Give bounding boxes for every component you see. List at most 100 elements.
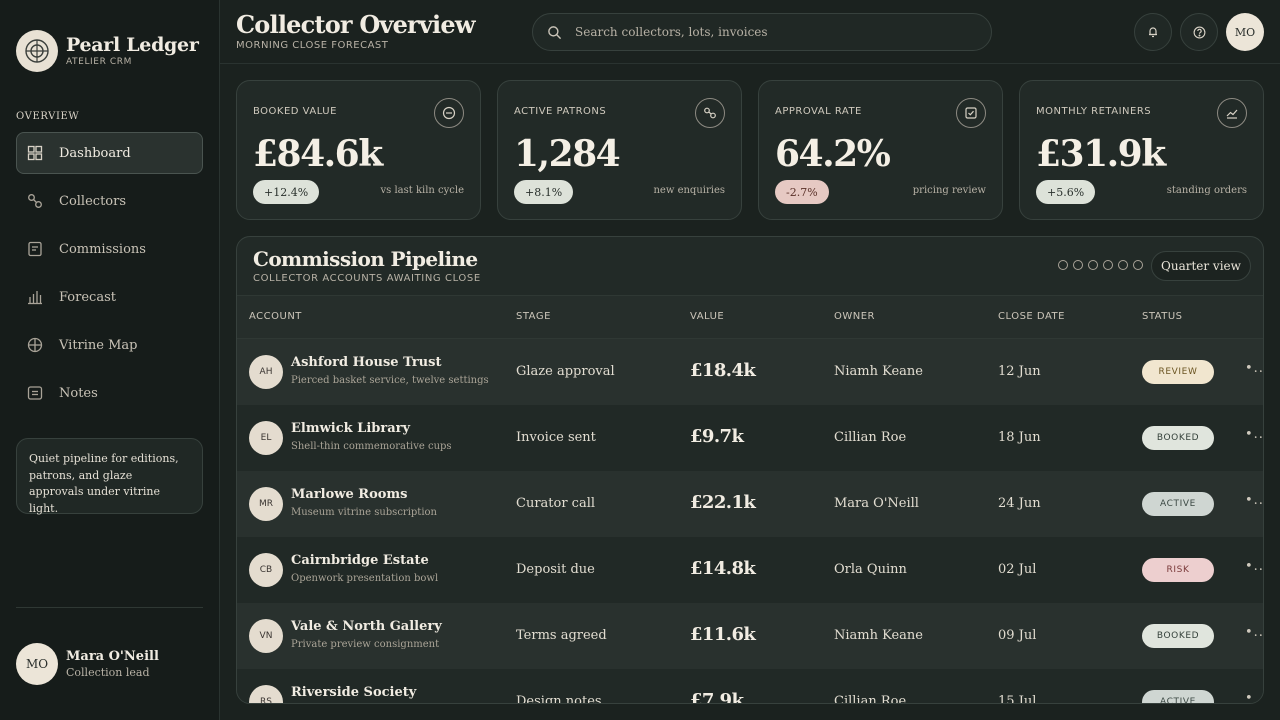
sidebar-divider — [16, 607, 203, 608]
account-avatar: CB — [249, 553, 283, 587]
sidebar: Pearl Ledger ATELIER CRM OVERVIEW Dashbo… — [0, 0, 220, 720]
sidebar-item-forecast[interactable]: Forecast — [16, 276, 203, 318]
user-profile[interactable]: MO Mara O'Neill Collection lead — [16, 643, 159, 685]
kpi-delta-badge: +8.1% — [514, 180, 574, 204]
page-dot[interactable] — [1088, 260, 1098, 270]
sidebar-item-label: Vitrine Map — [59, 337, 138, 353]
sidebar-item-dashboard[interactable]: Dashboard — [16, 132, 203, 174]
avatar: MO — [16, 643, 58, 685]
column-header-owner[interactable]: OWNER — [834, 311, 876, 322]
kpi-value: 1,284 — [514, 133, 621, 175]
page-dot[interactable] — [1118, 260, 1128, 270]
link-icon[interactable] — [695, 98, 725, 128]
table-row[interactable]: VN Vale & North Gallery Private preview … — [237, 603, 1264, 669]
help-button[interactable] — [1180, 13, 1218, 51]
account-avatar: MR — [249, 487, 283, 521]
table-row[interactable]: MR Marlowe Rooms Museum vitrine subscrip… — [237, 471, 1264, 537]
sidebar-item-collectors[interactable]: Collectors — [16, 180, 203, 222]
owner-cell: Mara O'Neill — [834, 496, 919, 511]
column-header-account[interactable]: ACCOUNT — [249, 311, 302, 322]
header-avatar[interactable]: MO — [1226, 13, 1264, 51]
value-cell: £9.7k — [690, 426, 744, 447]
pagination-dots — [1058, 260, 1148, 270]
kpi-label: ACTIVE PATRONS — [514, 106, 607, 117]
sidebar-item-label: Notes — [59, 385, 98, 401]
user-role: Collection lead — [66, 666, 150, 679]
status-badge: BOOKED — [1142, 624, 1214, 648]
account-avatar: EL — [249, 421, 283, 455]
page-dot[interactable] — [1133, 260, 1143, 270]
table-row[interactable]: AH Ashford House Trust Pierced basket se… — [237, 339, 1264, 405]
checkbox-icon[interactable] — [956, 98, 986, 128]
notification-button[interactable] — [1134, 13, 1172, 51]
kpi-value: 64.2% — [775, 133, 891, 175]
status-badge: RISK — [1142, 558, 1214, 582]
search-bar[interactable] — [532, 13, 992, 51]
sidebar-item-commissions[interactable]: Commissions — [16, 228, 203, 270]
grid-icon — [27, 145, 43, 161]
panel-title: Commission Pipeline — [253, 247, 478, 271]
sidebar-item-vitrine-map[interactable]: Vitrine Map — [16, 324, 203, 366]
nav-section-label: OVERVIEW — [16, 111, 80, 122]
row-more-icon[interactable]: •... — [1245, 559, 1264, 574]
value-cell: £22.1k — [690, 492, 756, 513]
row-more-icon[interactable]: •... — [1245, 427, 1264, 442]
account-description: Pierced basket service, twelve settings — [291, 375, 489, 386]
search-input[interactable] — [575, 25, 955, 39]
column-header-stage[interactable]: STAGE — [516, 311, 551, 322]
quarter-view-button[interactable]: Quarter view — [1151, 251, 1251, 281]
brand-name: Pearl Ledger — [66, 34, 199, 56]
close-date-cell: 18 Jun — [998, 430, 1041, 445]
page-dot[interactable] — [1103, 260, 1113, 270]
table-row[interactable]: RS Riverside Society Design notes £7.9k … — [237, 669, 1263, 704]
value-cell: £18.4k — [690, 360, 756, 381]
kpi-label: APPROVAL RATE — [775, 106, 862, 117]
kpi-card-approval-rate: APPROVAL RATE 64.2% -2.7% pricing review — [758, 80, 1003, 220]
kpi-value: £84.6k — [253, 133, 383, 175]
row-more-icon[interactable]: •... — [1245, 493, 1264, 508]
table-row[interactable]: CB Cairnbridge Estate Openwork presentat… — [237, 537, 1264, 603]
kpi-note: standing orders — [1166, 185, 1247, 196]
stage-cell: Curator call — [516, 496, 596, 511]
column-header-status[interactable]: STATUS — [1142, 311, 1183, 322]
bell-icon — [1149, 27, 1157, 38]
page-dot[interactable] — [1073, 260, 1083, 270]
kpi-label: MONTHLY RETAINERS — [1036, 106, 1152, 117]
kpi-label: BOOKED VALUE — [253, 106, 337, 117]
row-more-icon[interactable]: •... — [1245, 625, 1264, 640]
close-date-cell: 09 Jul — [998, 628, 1037, 643]
kpi-card-active-patrons: ACTIVE PATRONS 1,284 +8.1% new enquiries — [497, 80, 742, 220]
column-header-value[interactable]: VALUE — [690, 311, 725, 322]
account-name: Marlowe Rooms — [291, 487, 408, 502]
page-dot[interactable] — [1058, 260, 1068, 270]
value-cell: £11.6k — [690, 624, 756, 645]
status-badge: REVIEW — [1142, 360, 1214, 384]
row-more-icon[interactable]: • — [1245, 691, 1254, 704]
stage-cell: Glaze approval — [516, 364, 615, 379]
table-header: ACCOUNT STAGE VALUE OWNER CLOSE DATE STA… — [237, 295, 1263, 339]
minus-circle-icon[interactable] — [434, 98, 464, 128]
sidebar-item-notes[interactable]: Notes — [16, 372, 203, 414]
brand[interactable]: Pearl Ledger ATELIER CRM — [16, 30, 199, 72]
close-date-cell: 15 Jul — [998, 694, 1037, 704]
kpi-note: new enquiries — [653, 185, 725, 196]
account-avatar: VN — [249, 619, 283, 653]
close-date-cell: 02 Jul — [998, 562, 1037, 577]
trend-icon[interactable] — [1217, 98, 1247, 128]
status-badge: ACTIVE — [1142, 690, 1214, 703]
owner-cell: Cillian Roe — [834, 430, 907, 445]
stage-cell: Deposit due — [516, 562, 595, 577]
stage-cell: Terms agreed — [516, 628, 607, 643]
owner-cell: Cillian Roe — [834, 694, 907, 704]
account-description: Openwork presentation bowl — [291, 573, 439, 584]
kpi-delta-badge: -2.7% — [775, 180, 829, 204]
brand-subtitle: ATELIER CRM — [66, 57, 133, 67]
column-header-close-date[interactable]: CLOSE DATE — [998, 311, 1065, 322]
kpi-card-booked-value: BOOKED VALUE £84.6k +12.4% vs last kiln … — [236, 80, 481, 220]
page-subtitle: MORNING CLOSE FORECAST — [236, 40, 389, 51]
kpi-note: pricing review — [912, 185, 986, 196]
row-more-icon[interactable]: •... — [1245, 361, 1264, 376]
owner-cell: Niamh Keane — [834, 364, 923, 379]
table-row[interactable]: EL Elmwick Library Shell-thin commemorat… — [237, 405, 1264, 471]
account-name: Riverside Society — [291, 685, 417, 700]
